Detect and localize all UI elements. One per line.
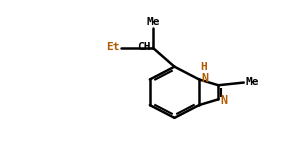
Text: Et: Et xyxy=(106,42,119,52)
Text: Me: Me xyxy=(146,17,160,27)
Text: N: N xyxy=(221,94,228,107)
Text: H: H xyxy=(201,62,207,72)
Text: Me: Me xyxy=(246,77,259,87)
Text: N: N xyxy=(201,72,209,85)
Text: CH: CH xyxy=(137,42,150,52)
